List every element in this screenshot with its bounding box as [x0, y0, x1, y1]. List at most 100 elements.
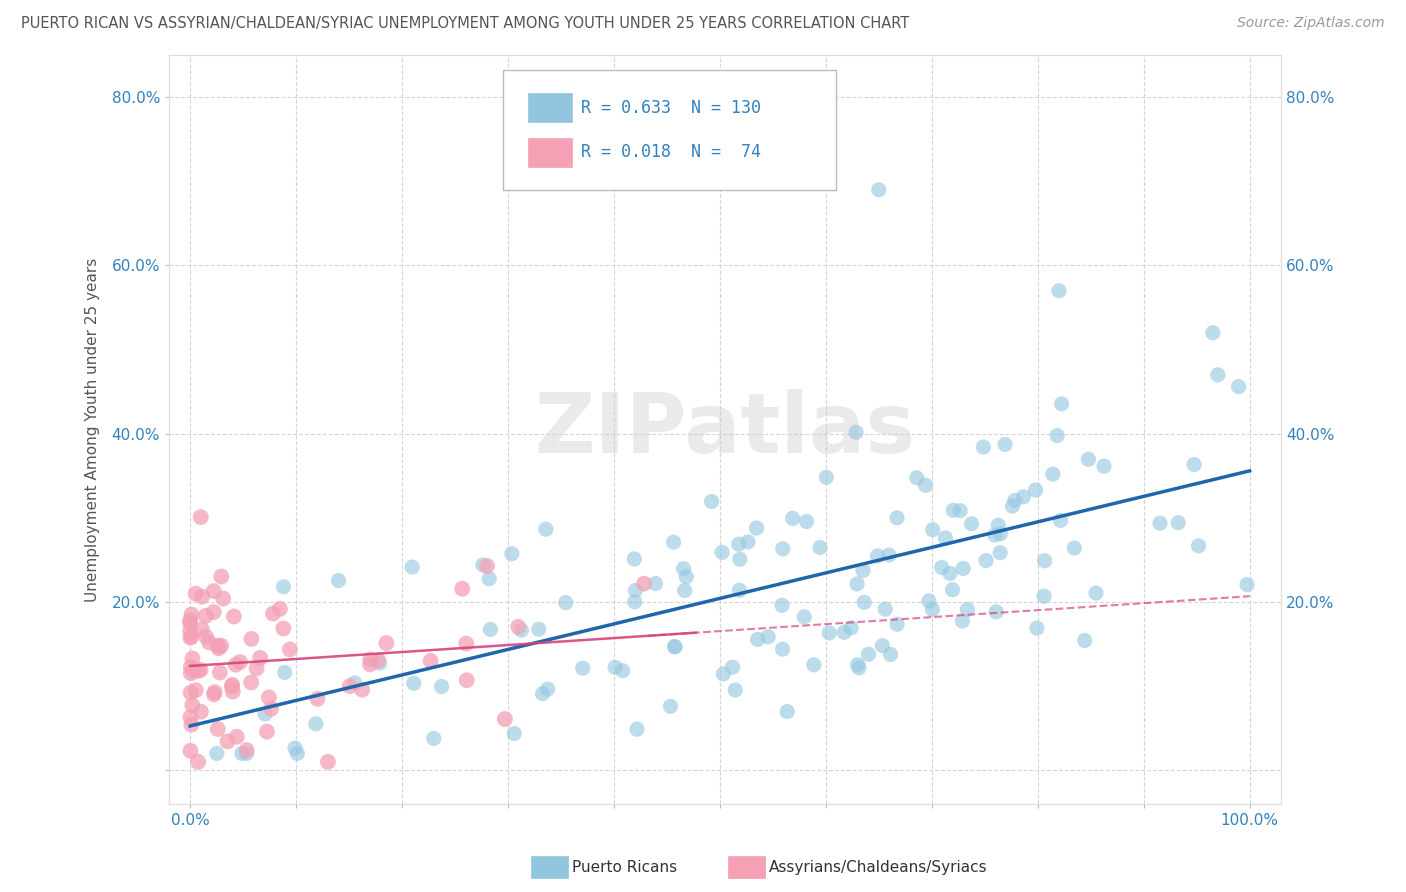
Point — [1004, 493, 1026, 508]
Point — [204, 685, 226, 699]
Point — [212, 591, 235, 606]
Point — [879, 648, 901, 662]
Point — [659, 699, 682, 714]
Point — [273, 622, 295, 636]
Point — [803, 657, 825, 672]
Point — [339, 679, 361, 693]
Point — [815, 470, 838, 484]
Point — [225, 657, 247, 672]
Point — [422, 731, 444, 746]
Point — [510, 624, 533, 638]
Y-axis label: Unemployment Among Youth under 25 years: Unemployment Among Youth under 25 years — [86, 258, 100, 601]
Point — [456, 637, 478, 651]
Point — [872, 639, 894, 653]
Point — [664, 640, 686, 654]
Point — [229, 655, 252, 669]
Point — [1182, 458, 1205, 472]
Point — [623, 595, 645, 609]
Point — [1227, 379, 1250, 393]
Point — [1042, 467, 1064, 481]
Point — [1046, 428, 1069, 442]
Point — [624, 583, 647, 598]
Point — [180, 660, 202, 674]
Point — [479, 623, 502, 637]
Point — [285, 747, 308, 761]
Text: PUERTO RICAN VS ASSYRIAN/CHALDEAN/SYRIAC UNEMPLOYMENT AMONG YOUTH UNDER 25 YEARS: PUERTO RICAN VS ASSYRIAN/CHALDEAN/SYRIAC… — [21, 16, 910, 31]
Point — [972, 440, 994, 454]
Point — [942, 503, 965, 517]
Point — [1012, 490, 1035, 504]
Point — [1206, 368, 1229, 382]
Point — [796, 515, 818, 529]
Point — [198, 635, 221, 649]
Point — [191, 590, 214, 604]
Point — [1049, 513, 1071, 527]
Point — [711, 667, 734, 681]
Point — [1092, 459, 1115, 474]
FancyBboxPatch shape — [529, 93, 572, 122]
Point — [1047, 284, 1070, 298]
Point — [368, 656, 391, 670]
Point — [273, 580, 295, 594]
Text: Assyrians/Chaldeans/Syriacs: Assyrians/Chaldeans/Syriacs — [769, 860, 987, 874]
Point — [209, 569, 232, 583]
Point — [623, 552, 645, 566]
Point — [343, 676, 366, 690]
Point — [235, 747, 257, 761]
Point — [921, 602, 943, 616]
Point — [190, 510, 212, 524]
Point — [772, 642, 794, 657]
Point — [305, 716, 328, 731]
Point — [782, 511, 804, 525]
Point — [846, 657, 869, 672]
Point — [939, 566, 962, 581]
Point — [207, 722, 229, 736]
Point — [179, 616, 201, 631]
Point — [745, 521, 768, 535]
Point — [221, 680, 243, 694]
Point — [401, 560, 423, 574]
Point — [240, 632, 263, 646]
Point — [375, 636, 398, 650]
Point — [846, 577, 869, 591]
Point — [918, 594, 941, 608]
Point — [527, 622, 550, 636]
Point — [626, 722, 648, 736]
Point — [328, 574, 350, 588]
Point — [307, 691, 329, 706]
Point — [1077, 452, 1099, 467]
Point — [952, 561, 974, 575]
Point — [848, 661, 870, 675]
Point — [245, 661, 267, 675]
Point — [260, 702, 283, 716]
Point — [868, 183, 890, 197]
Point — [988, 526, 1011, 541]
FancyBboxPatch shape — [529, 138, 572, 167]
Point — [1149, 516, 1171, 531]
Point — [941, 582, 963, 597]
Point — [501, 547, 523, 561]
Point — [225, 730, 247, 744]
Point — [190, 663, 212, 677]
Point — [451, 582, 474, 596]
Point — [187, 664, 209, 678]
Point — [202, 687, 225, 701]
Point — [672, 561, 695, 575]
Point — [727, 537, 749, 551]
Point — [1236, 577, 1258, 591]
Point — [478, 572, 501, 586]
Point — [931, 560, 953, 574]
Point — [231, 747, 253, 761]
Point — [1167, 516, 1189, 530]
Point — [905, 471, 928, 485]
Point — [1033, 554, 1056, 568]
Point — [950, 614, 973, 628]
Point — [721, 660, 744, 674]
Point — [987, 518, 1010, 533]
Point — [367, 653, 389, 667]
Point — [949, 504, 972, 518]
Point — [494, 712, 516, 726]
Point — [256, 724, 278, 739]
Point — [180, 607, 202, 622]
Point — [914, 478, 936, 492]
